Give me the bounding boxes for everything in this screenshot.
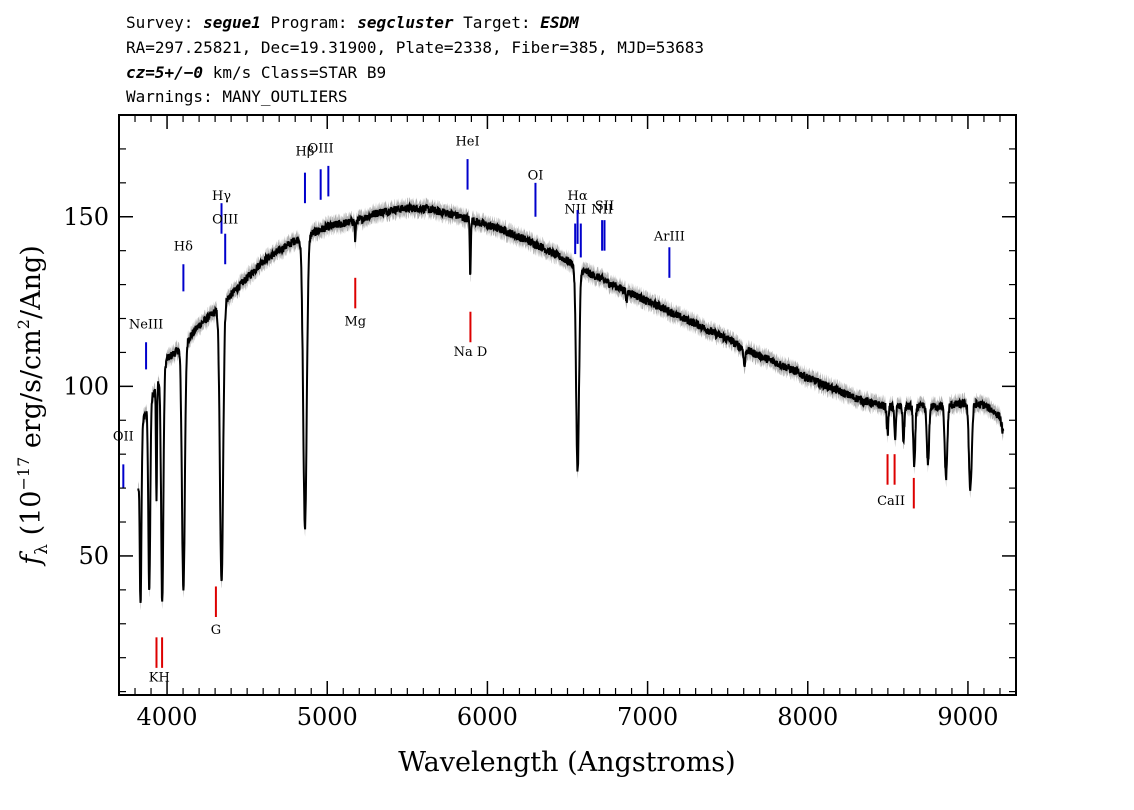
y-label-exponent: 2 — [14, 319, 33, 329]
y-tick-label: 50 — [78, 542, 109, 570]
x-tick-label: 9000 — [937, 703, 998, 731]
header-coordinates-line: RA=297.25821, Dec=19.31900, Plate=2338, … — [126, 38, 704, 57]
x-tick-label: 8000 — [777, 703, 838, 731]
x-tick-label: 7000 — [617, 703, 678, 731]
emission-label: Hα — [568, 189, 588, 204]
y-tick-label: 100 — [63, 372, 109, 400]
header-part: ESDM — [540, 13, 580, 32]
emission-label: NII — [564, 202, 586, 217]
emission-label: OIII — [308, 141, 334, 156]
emission-label: OIII — [212, 213, 238, 228]
y-axis-title: fλ (10−17 erg/s/cm2/Ang) — [14, 245, 52, 567]
header-survey-line: Survey: segue1 Program: segcluster Targe… — [126, 13, 580, 32]
header-part: km/s Class=STAR B9 — [203, 63, 386, 82]
y-label-text: erg/s/cm — [16, 329, 47, 457]
y-label-subscript: λ — [32, 544, 52, 555]
header-part: Target: — [454, 13, 541, 32]
absorption-label: G — [211, 623, 221, 638]
emission-label: OII — [113, 430, 134, 445]
y-label-exponent: −17 — [14, 457, 33, 491]
axis-ticks: 4000 5000 6000 7000 8000 9000 50 100 150 — [63, 115, 1016, 731]
emission-label: Hδ — [174, 240, 193, 255]
emission-label: NII — [591, 202, 613, 217]
x-axis-title: Wavelength (Angstroms) — [398, 747, 735, 778]
header-part: segue1 — [203, 13, 261, 32]
emission-label: ArIII — [653, 229, 685, 244]
plot-header: Survey: segue1 Program: segcluster Targe… — [126, 13, 704, 106]
header-part: segcluster — [357, 13, 454, 32]
emission-label: Hγ — [212, 189, 231, 204]
emission-label: SII — [595, 199, 614, 214]
emission-label: Hβ — [296, 145, 315, 160]
header-part: Survey: — [126, 13, 203, 32]
y-label-text: /Ang) — [16, 245, 47, 319]
emission-label: OI — [528, 168, 544, 183]
spectrum-line-group — [137, 201, 1005, 603]
header-part: cz=5+/−0 — [126, 63, 203, 82]
y-label-text: (10 — [16, 491, 47, 544]
spectrum-line — [137, 201, 1005, 603]
x-tick-label: 6000 — [457, 703, 518, 731]
y-tick-label: 150 — [63, 203, 109, 231]
header-part: Program: — [261, 13, 357, 32]
emission-label: NeIII — [129, 318, 163, 333]
x-tick-label: 4000 — [137, 703, 198, 731]
absorption-label: KH — [149, 670, 170, 685]
header-redshift-line: cz=5+/−0 km/s Class=STAR B9 — [126, 63, 386, 82]
x-tick-label: 5000 — [297, 703, 358, 731]
absorption-label: CaII — [877, 494, 905, 509]
header-warnings-line: Warnings: MANY_OUTLIERS — [126, 87, 348, 106]
emission-label: HeI — [455, 135, 479, 150]
absorption-label: Mg — [344, 314, 366, 329]
absorption-label: Na D — [454, 345, 488, 360]
